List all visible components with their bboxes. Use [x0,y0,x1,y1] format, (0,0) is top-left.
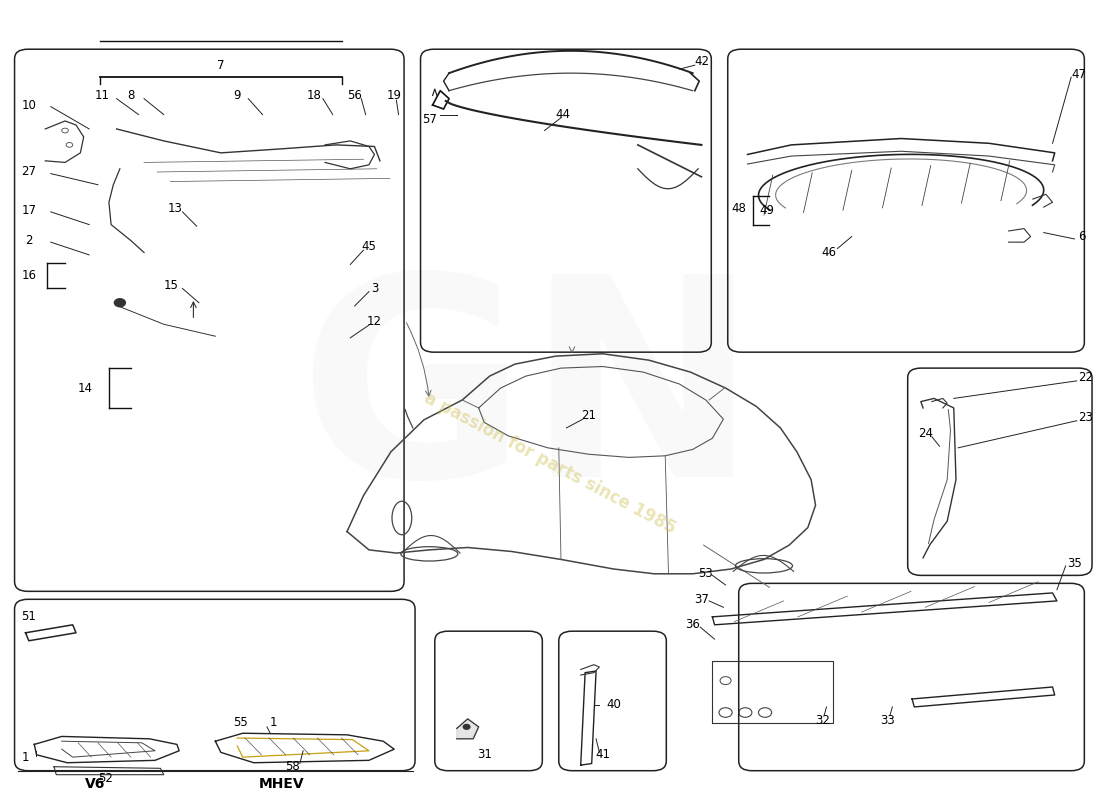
Text: 55: 55 [233,716,248,730]
Text: 45: 45 [362,241,376,254]
Text: 8: 8 [128,89,134,102]
Text: 24: 24 [917,427,933,440]
Text: 13: 13 [167,202,183,215]
Text: 17: 17 [21,204,36,217]
Text: a passion for parts since 1985: a passion for parts since 1985 [421,390,679,538]
Text: 32: 32 [815,714,829,727]
Text: 27: 27 [21,166,36,178]
Text: 11: 11 [95,89,110,102]
Text: 14: 14 [77,382,92,394]
Text: 42: 42 [694,55,708,69]
Text: 49: 49 [760,204,774,217]
Text: 36: 36 [685,618,700,631]
Text: 48: 48 [732,202,746,215]
Text: 35: 35 [1067,557,1081,570]
Text: 37: 37 [694,593,708,606]
Text: 10: 10 [21,98,36,111]
Text: 57: 57 [422,113,437,126]
Text: 53: 53 [698,567,713,580]
Text: 21: 21 [581,410,596,422]
Text: 1: 1 [22,750,30,764]
Text: V6: V6 [85,778,104,791]
Circle shape [463,725,470,730]
Text: 56: 56 [348,89,362,102]
Circle shape [114,298,125,306]
Text: 58: 58 [285,760,299,774]
Polygon shape [456,719,478,739]
Text: 9: 9 [233,89,241,102]
Text: 3: 3 [371,282,378,295]
Text: 15: 15 [164,278,179,292]
Text: 46: 46 [822,246,836,259]
Text: 31: 31 [476,748,492,762]
Text: 44: 44 [556,108,571,121]
Text: 6: 6 [1078,230,1086,243]
Text: 2: 2 [25,234,33,247]
Text: 41: 41 [595,748,610,762]
Text: 7: 7 [217,58,224,72]
Text: MHEV: MHEV [258,778,304,791]
Text: 51: 51 [21,610,36,623]
Text: 47: 47 [1071,68,1087,82]
Text: 52: 52 [98,772,113,785]
Text: 16: 16 [21,269,36,282]
Text: 1: 1 [270,716,277,730]
Text: 40: 40 [606,698,621,711]
Text: 12: 12 [367,315,382,328]
Text: 22: 22 [1078,371,1093,384]
Text: 19: 19 [387,89,402,102]
Text: 33: 33 [881,714,895,727]
Text: GN: GN [298,265,758,535]
Text: 18: 18 [307,89,321,102]
Text: 23: 23 [1078,411,1093,424]
